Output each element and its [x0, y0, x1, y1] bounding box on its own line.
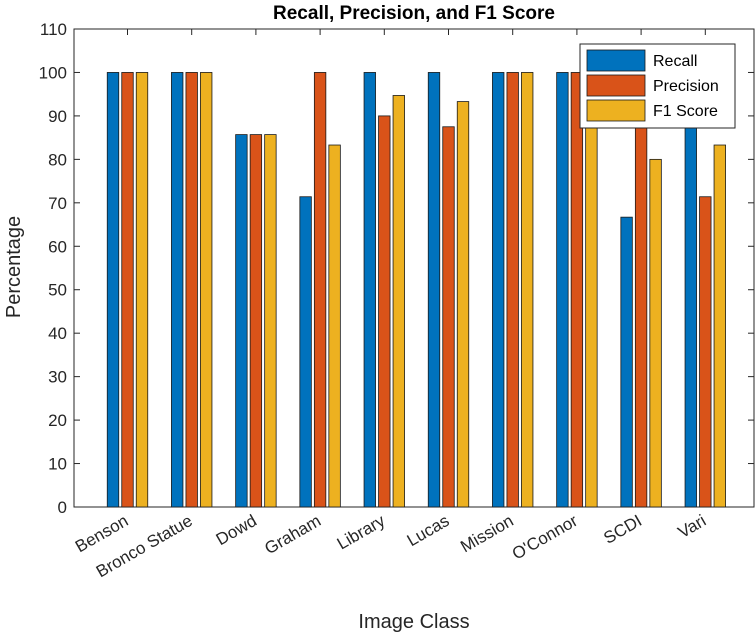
bar-recall [106, 72, 120, 508]
y-tick-label: 0 [58, 498, 67, 517]
legend-label: Recall [653, 53, 697, 70]
y-tick-label: 60 [48, 237, 67, 256]
bar-f1-score [328, 144, 341, 508]
bar-recall [299, 196, 312, 508]
y-tick-label: 100 [39, 63, 67, 82]
bar-f1-score [521, 72, 534, 508]
y-tick-label: 50 [48, 281, 67, 300]
bar-precision [442, 126, 455, 508]
legend-label: F1 Score [653, 103, 718, 120]
bar-recall [492, 72, 505, 508]
bar-f1-score [200, 72, 213, 508]
y-axis-label: Percentage [3, 216, 25, 318]
y-tick-label: 40 [48, 324, 67, 343]
x-tick-label: O'Connor [509, 511, 581, 564]
y-tick-label: 20 [48, 411, 67, 430]
bar-recall [235, 134, 248, 508]
x-tick-label: Dowd [213, 511, 260, 549]
bar-precision [185, 72, 198, 508]
bar-precision [313, 72, 327, 508]
legend-swatch [586, 49, 646, 72]
x-tick-label: Mission [457, 511, 516, 556]
x-tick-label: SCDI [600, 511, 645, 548]
y-tick-label: 30 [48, 368, 67, 387]
y-tick-label: 70 [48, 194, 67, 213]
legend-label: Precision [653, 78, 719, 95]
bar-precision [634, 72, 648, 508]
bar-precision [570, 72, 584, 508]
x-tick-label: Graham [261, 511, 324, 558]
y-tick-label: 80 [48, 150, 67, 169]
bar-f1-score [392, 95, 405, 508]
bar-f1-score [135, 72, 149, 508]
bar-precision [506, 72, 519, 508]
bar-precision [378, 115, 391, 508]
bar-precision [699, 196, 712, 508]
bar-f1-score [713, 144, 726, 508]
legend-swatch [586, 74, 646, 97]
bar-f1-score [585, 72, 598, 508]
bar-f1-score [649, 158, 662, 508]
bar-f1-score [456, 101, 470, 508]
bar-precision [121, 72, 134, 508]
bar-recall [171, 72, 184, 508]
legend: Recall Precision F1 Score [579, 43, 736, 129]
chart-title: Recall, Precision, and F1 Score [273, 3, 555, 24]
y-tick-label: 10 [48, 455, 67, 474]
y-tick-label: 110 [40, 20, 67, 39]
x-tick-label: Library [334, 511, 389, 554]
legend-swatch [586, 99, 646, 122]
y-tick-label: 90 [48, 107, 67, 126]
x-axis-label: Image Class [358, 611, 469, 633]
bar-recall [620, 216, 633, 508]
bar-recall [556, 72, 569, 508]
x-tick-label: Vari [675, 511, 710, 542]
bar-recall [427, 72, 441, 508]
x-tick-label: Lucas [404, 511, 453, 550]
bar-recall [684, 72, 697, 508]
bar-recall [363, 72, 376, 508]
bar-f1-score [264, 134, 277, 508]
bar-precision [249, 134, 263, 508]
